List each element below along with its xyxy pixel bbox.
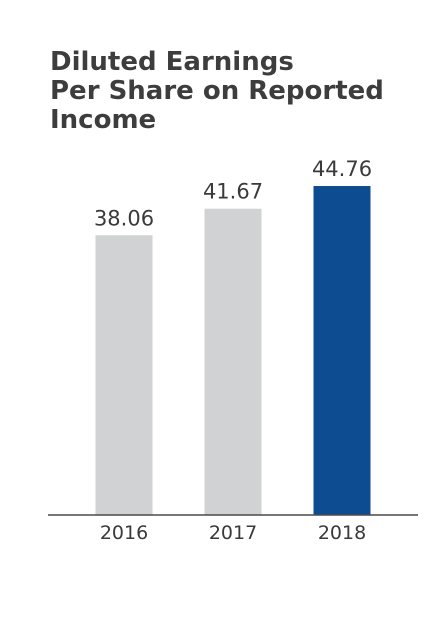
data-label-2017: 41.67 bbox=[203, 180, 263, 204]
bar-2016 bbox=[95, 235, 153, 515]
chart-title: Diluted Earnings Per Share on Reported I… bbox=[50, 48, 430, 135]
data-label-2018: 44.76 bbox=[312, 157, 372, 181]
bar-2018 bbox=[313, 186, 371, 515]
chart-title-line-1: Diluted Earnings bbox=[50, 47, 294, 77]
chart-title-line-3: Income bbox=[50, 105, 157, 135]
bar-2017 bbox=[204, 208, 262, 515]
chart-title-line-2: Per Share on Reported bbox=[50, 76, 384, 106]
data-label-2016: 38.06 bbox=[94, 206, 154, 230]
x-tick-label-2018: 2018 bbox=[318, 522, 366, 544]
x-tick-label-2016: 2016 bbox=[100, 522, 148, 544]
x-tick-label-2017: 2017 bbox=[209, 522, 257, 544]
